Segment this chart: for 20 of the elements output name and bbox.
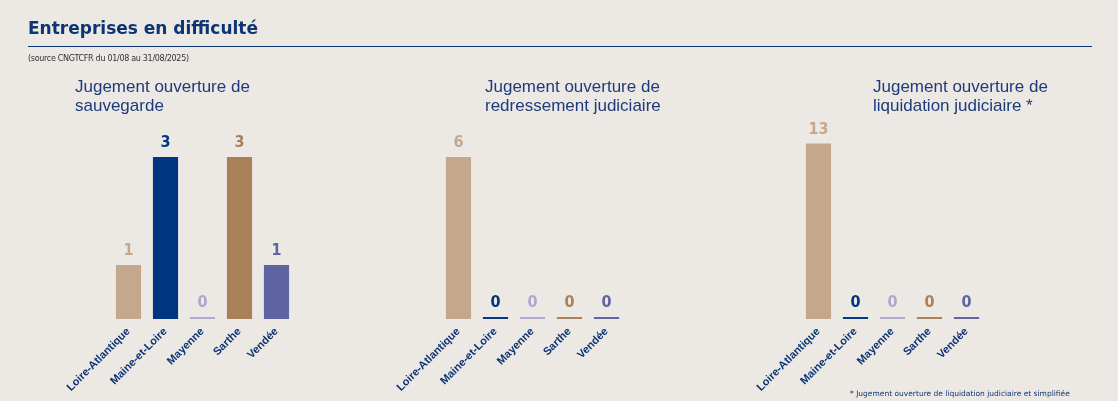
data-label: 0 (850, 292, 861, 312)
data-label: 3 (160, 132, 171, 152)
data-label: 0 (490, 292, 501, 312)
text: Entreprises en difficulté (28, 18, 258, 38)
data-label: 0 (197, 292, 208, 312)
data-label: 3 (234, 132, 245, 152)
text: (source CNGTCFR du 01/08 au 31/08/2025) (28, 54, 189, 63)
chart-title: Jugement ouverture de sauvegarde (75, 77, 251, 115)
data-label: 1 (271, 240, 282, 260)
data-label: 0 (527, 292, 538, 312)
data-label: 0 (961, 292, 972, 312)
data-label: 0 (601, 292, 612, 312)
data-label: 0 (887, 292, 898, 312)
data-label: 1 (123, 240, 134, 260)
data-label: 0 (564, 292, 575, 312)
data-label: 6 (453, 132, 464, 152)
chart-title: Jugement ouverture de liquidation judiciaire * (873, 77, 1049, 115)
data-label: 13 (808, 118, 829, 138)
data-label: 0 (924, 292, 935, 312)
chart-title: Jugement ouverture de redressement judiciaire (485, 77, 662, 115)
